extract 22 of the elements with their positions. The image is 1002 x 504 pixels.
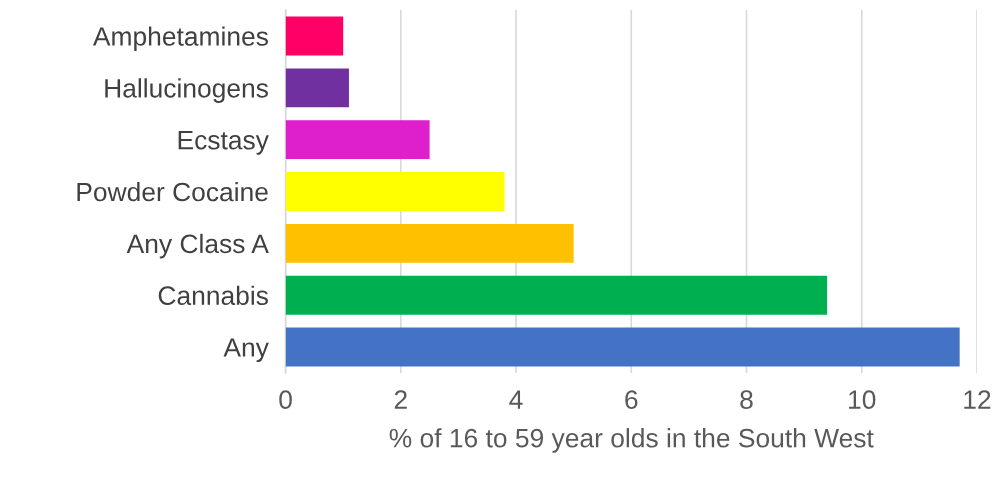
bar [285, 172, 505, 211]
x-tick-label: 12 [964, 390, 991, 409]
bar [285, 327, 960, 367]
y-tick-label: Cannabis [158, 285, 268, 306]
y-tick-label: Any Class A [126, 233, 269, 259]
x-tick-label: 6 [625, 390, 638, 410]
y-tick-label: Any [223, 338, 269, 363]
bar [285, 275, 828, 315]
y-tick-label: Amphetamines [92, 26, 268, 52]
x-tick-label: 4 [509, 390, 523, 409]
bar [285, 16, 344, 56]
y-tick-label: Ecstasy [178, 131, 269, 155]
x-tick-label: 10 [849, 390, 876, 410]
bar [285, 120, 430, 160]
y-tick-label: Hallucinogens [105, 78, 268, 103]
x-axis-title: % of 16 to 59 year olds in the South West [389, 428, 874, 453]
x-tick-label: 2 [394, 390, 407, 409]
x-tick-label: 8 [740, 390, 753, 410]
y-tick-label: Powder Cocaine [77, 181, 268, 202]
x-tick-label: 0 [279, 390, 292, 410]
bar [285, 68, 349, 108]
bar [285, 223, 574, 263]
